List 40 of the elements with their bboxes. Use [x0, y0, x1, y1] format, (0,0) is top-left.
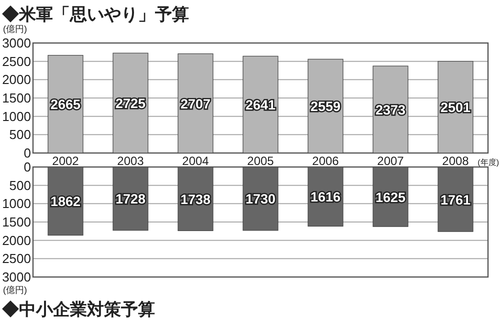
y-tick-label: 2000	[2, 72, 31, 88]
data-label: 1625	[375, 190, 406, 205]
data-label: 2725	[115, 96, 146, 112]
y-tick-label: 1500	[2, 214, 31, 230]
data-label: 2559	[310, 99, 341, 114]
data-label: 2707	[180, 96, 211, 112]
chart-title: ◆米軍「思いやり」予算	[2, 5, 189, 24]
x-tick-label: 2006	[312, 154, 340, 168]
y-tick-label: 2500	[2, 54, 31, 69]
y-axis-title: (億円)	[3, 24, 27, 34]
y-tick-label: 3000	[2, 270, 31, 284]
x-axis-title: (年度)	[478, 158, 500, 167]
data-label: 2501	[440, 100, 471, 116]
y-tick-label: 0	[24, 160, 31, 174]
data-label: 1862	[50, 194, 81, 210]
x-tick-label: 2007	[377, 154, 404, 168]
data-label: 1728	[115, 192, 146, 207]
x-tick-label: 2005	[247, 154, 274, 168]
text: ◆中小企業対策予算	[2, 300, 155, 319]
data-label: 1738	[180, 192, 211, 207]
y-tick-label: 0	[24, 146, 31, 160]
y-tick-label: 2500	[2, 251, 31, 266]
x-tick-label: 2008	[442, 154, 470, 168]
y-tick-label: 500	[9, 178, 31, 193]
y-tick-label: 1500	[2, 90, 31, 106]
y-axis-title: (億円)	[3, 285, 27, 295]
data-label: 1616	[310, 190, 341, 205]
y-tick-label: 500	[9, 127, 31, 142]
x-tick-label: 2002	[52, 154, 80, 168]
data-label: 1730	[245, 192, 276, 207]
x-tick-label: 2003	[117, 154, 144, 168]
data-label: 2641	[245, 98, 276, 113]
data-label: 1761	[440, 192, 471, 208]
y-tick-label: 1000	[2, 196, 31, 212]
data-label: 2373	[375, 102, 406, 118]
y-tick-label: 2000	[2, 232, 31, 248]
x-tick-label: 2004	[182, 154, 210, 168]
y-tick-label: 3000	[2, 36, 31, 50]
y-tick-label: 1000	[2, 108, 31, 124]
data-label: 2665	[50, 97, 81, 112]
